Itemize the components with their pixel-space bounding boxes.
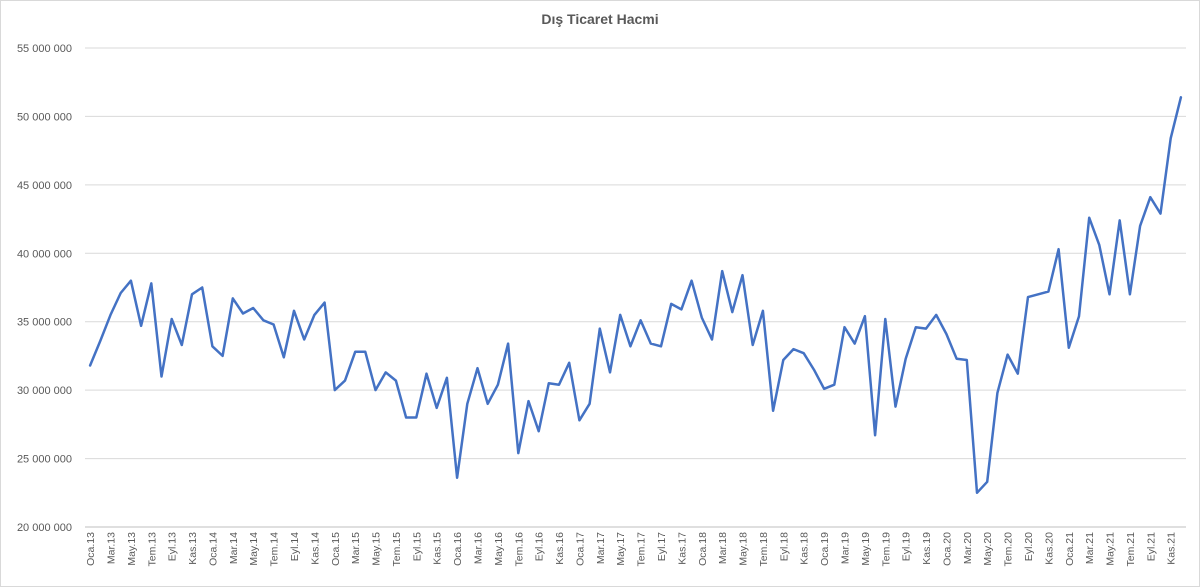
x-tick-label: Eyl.15 <box>411 532 423 561</box>
x-tick-label: May.17 <box>615 532 627 566</box>
x-tick-label: Tem.16 <box>513 532 525 567</box>
x-tick-label: Kas.18 <box>799 532 811 565</box>
x-tick-label: Mar.15 <box>350 532 362 564</box>
x-tick-label: May.20 <box>982 532 994 566</box>
x-tick-label: May.21 <box>1105 532 1117 566</box>
y-tick-label: 45 000 000 <box>17 180 72 192</box>
x-tick-label: May.14 <box>248 532 260 566</box>
x-tick-label: Oca.15 <box>330 532 342 566</box>
x-tick-label: May.16 <box>493 532 505 566</box>
gridlines <box>85 47 1186 460</box>
x-tick-label: Mar.13 <box>105 532 117 564</box>
x-tick-label: Oca.16 <box>452 532 464 566</box>
x-tick-label: Kas.15 <box>432 532 444 565</box>
y-tick-label: 55 000 000 <box>17 43 72 55</box>
x-tick-label: May.19 <box>860 532 872 566</box>
x-tick-label: Tem.13 <box>146 532 158 567</box>
series-line <box>88 96 1183 495</box>
chart-title: Dış Ticaret Hacmi <box>541 11 659 27</box>
x-tick-label: Kas.21 <box>1166 532 1178 565</box>
x-tick-label: Eyl.14 <box>289 532 301 561</box>
x-tick-label: Kas.17 <box>676 532 688 565</box>
x-tick-label: Kas.13 <box>187 532 199 565</box>
x-tick-label: Eyl.18 <box>778 532 790 561</box>
x-tick-label: May.18 <box>738 532 750 566</box>
x-tick-label: Tem.18 <box>758 532 770 567</box>
x-tick-label: Oca.18 <box>697 532 709 566</box>
x-axis: Oca.13 Mar.13 May.13 Tem.13 Eyl.13 Kas.13 Oca.… <box>85 526 1186 567</box>
x-tick-label: Mar.20 <box>962 532 974 564</box>
x-tick-label: Mar.17 <box>595 532 607 564</box>
x-tick-label: Eyl.21 <box>1145 532 1157 561</box>
y-tick-label: 30 000 000 <box>17 385 72 397</box>
x-tick-label: Oca.20 <box>941 532 953 566</box>
x-tick-label: Mar.14 <box>228 532 240 564</box>
x-tick-label: Oca.13 <box>85 532 97 566</box>
x-tick-label: Eyl.20 <box>1023 532 1035 561</box>
y-tick-label: 40 000 000 <box>17 248 72 260</box>
x-tick-label: Eyl.13 <box>167 532 179 561</box>
x-tick-label: Kas.16 <box>554 532 566 565</box>
x-tick-label: Mar.19 <box>839 532 851 564</box>
series-group <box>88 96 1183 495</box>
y-tick-label: 50 000 000 <box>17 111 72 123</box>
x-tick-label: Oca.19 <box>819 532 831 566</box>
x-tick-label: Mar.16 <box>472 532 484 564</box>
x-tick-label: Oca.21 <box>1064 532 1076 566</box>
x-tick-label: Tem.21 <box>1125 532 1137 567</box>
x-tick-label: Tem.14 <box>269 532 281 567</box>
x-tick-label: Kas.20 <box>1043 532 1055 565</box>
x-tick-label: Oca.17 <box>574 532 586 566</box>
y-tick-label: 25 000 000 <box>17 454 72 466</box>
x-tick-label: Kas.14 <box>309 532 321 565</box>
y-tick-label: 20 000 000 <box>17 522 72 534</box>
x-tick-label: Oca.14 <box>207 532 219 566</box>
x-tick-label: Eyl.17 <box>656 532 668 561</box>
x-tick-label: Kas.19 <box>921 532 933 565</box>
x-tick-label: Eyl.19 <box>901 532 913 561</box>
x-tick-label: May.15 <box>371 532 383 566</box>
x-tick-label: Mar.21 <box>1084 532 1096 564</box>
y-axis: 20 000 000 25 000 000 30 000 000 35 000 000… <box>17 43 72 534</box>
x-tick-label: Tem.19 <box>880 532 892 567</box>
y-tick-label: 35 000 000 <box>17 317 72 329</box>
x-tick-label: Tem.20 <box>1003 532 1015 567</box>
x-tick-label: Mar.18 <box>717 532 729 564</box>
x-tick-label: Eyl.16 <box>534 532 546 561</box>
x-tick-label: Tem.15 <box>391 532 403 567</box>
x-tick-label: May.13 <box>126 532 138 566</box>
x-tick-label: Tem.17 <box>636 532 648 567</box>
